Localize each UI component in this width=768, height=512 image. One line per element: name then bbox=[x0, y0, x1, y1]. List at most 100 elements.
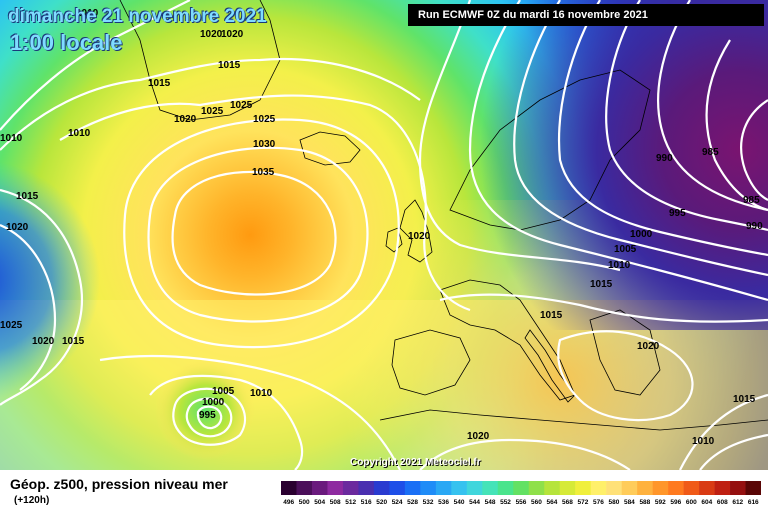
isobar-label: 1015 bbox=[62, 336, 85, 347]
isobar-label: 1035 bbox=[252, 167, 275, 178]
scale-value: 528 bbox=[407, 499, 418, 506]
scale-value: 560 bbox=[531, 499, 542, 506]
isobar-995-sw bbox=[196, 405, 223, 430]
scale-value: 596 bbox=[670, 499, 681, 506]
isobar-label: 1010 bbox=[0, 133, 23, 144]
isobar-1015-se bbox=[679, 393, 768, 470]
iceland-coast bbox=[299, 131, 361, 166]
isobar-label: 1020 bbox=[32, 336, 55, 347]
scale-swatch bbox=[621, 481, 638, 495]
scale-value: 512 bbox=[345, 499, 356, 506]
isobar-label: 1015 bbox=[733, 394, 756, 405]
scale-value: 588 bbox=[639, 499, 650, 506]
isobar-label: 1000 bbox=[202, 397, 225, 408]
scale-swatch bbox=[373, 481, 390, 495]
forecast-time: 1:00 locale bbox=[10, 30, 123, 55]
greenland-coast bbox=[119, 0, 281, 121]
scale-value: 576 bbox=[593, 499, 604, 506]
copyright-notice: Copyright 2021 Meteociel.fr bbox=[350, 457, 481, 468]
isobar-label: 1025 bbox=[230, 100, 253, 111]
scale-value: 544 bbox=[469, 499, 480, 506]
scale-value: 604 bbox=[701, 499, 712, 506]
scale-swatch bbox=[575, 481, 591, 495]
isobar-label: 1010 bbox=[250, 388, 273, 399]
europe-coast bbox=[439, 279, 576, 401]
scale-swatch bbox=[311, 481, 328, 495]
parameter-label: Géop. z500, pression niveau mer bbox=[10, 476, 228, 492]
isobar-label: 1010 bbox=[76, 8, 99, 19]
isobar-label: 985 bbox=[702, 147, 719, 158]
scale-value: 524 bbox=[392, 499, 403, 506]
scale-value: 532 bbox=[423, 499, 434, 506]
isobar-label: 1015 bbox=[148, 78, 171, 89]
isobars bbox=[0, 0, 768, 470]
isobar-1010-south bbox=[149, 374, 304, 470]
scale-swatch bbox=[451, 481, 468, 495]
isobar-label: 985 bbox=[743, 195, 760, 206]
scale-swatch bbox=[714, 481, 731, 495]
isobar-label: 1020 bbox=[637, 341, 660, 352]
isobar-label: 1025 bbox=[253, 114, 276, 125]
scale-swatch bbox=[528, 481, 545, 495]
isobar-label: 1000 bbox=[630, 229, 653, 240]
scale-value: 608 bbox=[717, 499, 728, 506]
isobar-985-east bbox=[740, 99, 768, 201]
scale-swatch bbox=[389, 481, 406, 495]
scale-value: 600 bbox=[686, 499, 697, 506]
scale-swatch bbox=[435, 481, 452, 495]
scale-swatch bbox=[404, 481, 421, 495]
isobar-1010-se bbox=[699, 433, 768, 470]
isobar-label: 1020 bbox=[200, 29, 223, 40]
scale-swatch bbox=[652, 481, 669, 495]
lead-time-label: (+120h) bbox=[14, 495, 50, 506]
west-low-shading bbox=[0, 150, 120, 400]
isobar-1035 bbox=[171, 170, 337, 296]
isobar-1015-north bbox=[0, 57, 421, 151]
iberia-coast bbox=[391, 329, 471, 396]
scale-value: 592 bbox=[655, 499, 666, 506]
scale-value: 552 bbox=[500, 499, 511, 506]
scale-value: 508 bbox=[330, 499, 341, 506]
scale-swatch bbox=[683, 481, 700, 495]
isobar-1020-med bbox=[557, 330, 694, 422]
scale-swatch bbox=[590, 481, 607, 495]
isobar-label: 1010 bbox=[692, 436, 715, 447]
scale-swatch bbox=[281, 481, 297, 495]
isobar-label: 1015 bbox=[590, 279, 613, 290]
scale-value: 516 bbox=[361, 499, 372, 506]
north-africa-coast bbox=[379, 409, 768, 431]
scale-value: 496 bbox=[283, 499, 294, 506]
scale-value: 572 bbox=[578, 499, 589, 506]
scale-value: 564 bbox=[547, 499, 558, 506]
weather-map: 1010 1020 1020 1015 1010 1010 1015 1020 … bbox=[0, 0, 768, 470]
isobar-1000-east bbox=[605, 0, 768, 232]
scale-value: 500 bbox=[299, 499, 310, 506]
isobar-label: 1020 bbox=[6, 222, 29, 233]
scale-value: 612 bbox=[732, 499, 743, 506]
isobar-label: 1015 bbox=[218, 60, 241, 71]
isobar-1015-south bbox=[99, 354, 401, 470]
isobar-1010-east bbox=[513, 0, 768, 277]
isobar-1030 bbox=[147, 146, 369, 323]
scandinavia-coast bbox=[449, 69, 651, 231]
scale-swatch bbox=[497, 481, 514, 495]
scale-value: 504 bbox=[314, 499, 325, 506]
forecast-date: dimanche 21 novembre 2021 bbox=[8, 6, 267, 27]
isobar-label: 1005 bbox=[614, 244, 637, 255]
scale-swatch bbox=[668, 481, 684, 495]
isobar-label: 1010 bbox=[68, 128, 91, 139]
scale-value: 520 bbox=[376, 499, 387, 506]
scale-swatch bbox=[730, 481, 746, 495]
scale-value: 540 bbox=[454, 499, 465, 506]
scale-swatch bbox=[513, 481, 530, 495]
isobar-1005 bbox=[172, 387, 247, 446]
isobar-1005-east bbox=[557, 0, 768, 257]
scale-value: 536 bbox=[438, 499, 449, 506]
scale-swatch bbox=[606, 481, 622, 495]
scale-value: 548 bbox=[485, 499, 496, 506]
isobar-label: 1020 bbox=[408, 231, 431, 242]
scale-swatch bbox=[296, 481, 313, 495]
isobar-1025 bbox=[123, 118, 400, 349]
isobar-1020-east bbox=[418, 0, 621, 272]
isobar-label: 1020 bbox=[174, 114, 197, 125]
